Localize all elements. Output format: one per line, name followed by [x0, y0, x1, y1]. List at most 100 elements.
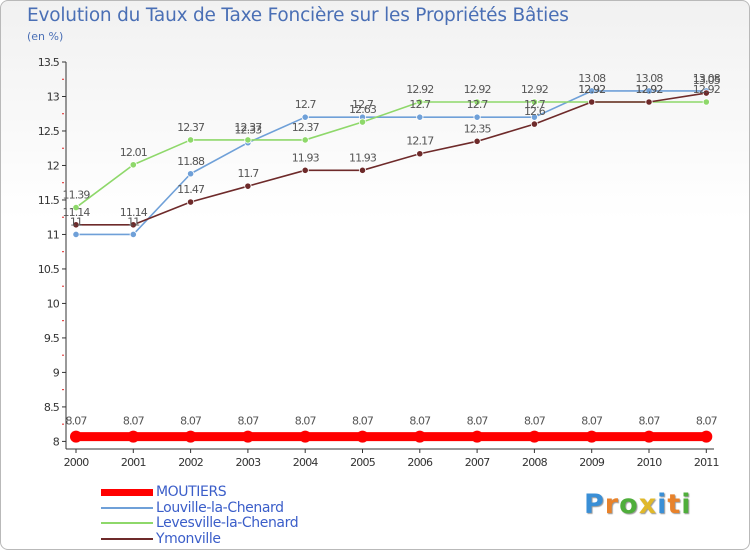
data-label: 8.07: [409, 415, 431, 428]
proxiti-logo: Proxiti: [584, 489, 692, 520]
series-group: [70, 87, 713, 443]
x-tick-label: 2007: [465, 456, 491, 469]
data-label: 12.92: [578, 83, 605, 96]
data-label: 11.14: [63, 206, 91, 219]
data-label: 12.7: [524, 98, 546, 111]
data-point: [700, 430, 713, 443]
data-point: [301, 136, 309, 144]
y-tick-label: 11: [47, 228, 59, 241]
data-label: 12.92: [406, 83, 433, 96]
data-point: [187, 198, 195, 206]
data-label: 8.07: [237, 415, 259, 428]
data-label: 12.7: [352, 98, 374, 111]
data-point: [416, 113, 424, 121]
data-point: [585, 430, 598, 443]
data-label: 13.08: [578, 72, 606, 85]
y-tick-label: 8.5: [44, 401, 60, 414]
data-point: [187, 170, 195, 178]
data-label: 8.07: [581, 415, 603, 428]
x-tick-label: 2003: [236, 456, 262, 469]
data-point: [588, 87, 596, 95]
data-point: [301, 166, 309, 174]
data-point: [645, 87, 653, 95]
data-point: [530, 120, 539, 128]
data-label: 11.39: [63, 189, 91, 202]
data-label: 13.08: [693, 72, 721, 85]
data-point: [530, 113, 539, 121]
data-label: 8.07: [696, 415, 718, 428]
logo-letter: i: [681, 489, 692, 520]
data-label: 11: [127, 215, 139, 228]
legend-label: Louville-la-Chenard: [156, 499, 284, 516]
data-label: 12.6: [524, 105, 546, 118]
chart-unit: (en %): [27, 30, 64, 43]
x-tick-label: 2010: [637, 456, 663, 469]
data-label: 12.92: [578, 83, 605, 96]
data-point: [244, 136, 252, 144]
logo-letter: i: [657, 489, 668, 520]
x-tick-label: 2005: [350, 456, 376, 469]
data-label: 11.14: [120, 206, 148, 219]
data-label: 12.7: [409, 98, 431, 111]
data-label: 8.07: [467, 415, 489, 428]
x-ticks: 2000 2001 2002 2003 2004 2005 2006 2007 2008 2009…: [64, 449, 719, 469]
y-tick-label: 13: [47, 90, 60, 103]
data-point: [702, 98, 710, 106]
x-tick-label: 2011: [694, 456, 719, 469]
legend-swatch: [101, 537, 153, 540]
logo-letter: r: [604, 489, 620, 520]
data-label: 12.17: [406, 135, 434, 148]
data-point: [72, 203, 80, 212]
data-label: 11.7: [237, 167, 259, 180]
data-point: [530, 98, 539, 106]
data-point: [471, 430, 484, 443]
data-point: [127, 430, 140, 443]
legend-swatch: [101, 522, 153, 524]
data-label: 8.07: [524, 415, 546, 428]
data-point: [702, 89, 710, 97]
data-point: [129, 161, 137, 169]
data-point: [588, 98, 596, 106]
legend-label: Ymonville: [156, 530, 221, 547]
series-line-Ymonville: [76, 92, 707, 226]
legend-swatch: [101, 506, 153, 509]
data-point: [241, 430, 254, 443]
y-tick-label: 9: [53, 366, 60, 379]
data-label: 11.93: [349, 151, 377, 164]
data-point: [72, 221, 80, 229]
legend-label: MOUTIERS: [156, 484, 227, 500]
data-label: 12.63: [349, 103, 377, 116]
chart-title: Evolution du Taux de Taxe Foncière sur l…: [27, 5, 569, 26]
data-point: [129, 230, 137, 239]
data-point: [645, 98, 653, 106]
data-label: 11.93: [292, 151, 320, 164]
data-point: [643, 430, 655, 443]
data-label: 12.37: [234, 121, 262, 134]
data-label: 12.92: [636, 83, 663, 96]
data-label: 8.07: [180, 415, 202, 428]
y-tick-label: 10: [47, 297, 60, 310]
logo-letter: x: [638, 489, 658, 520]
x-tick-label: 2009: [579, 456, 605, 469]
data-label: 8.07: [352, 415, 374, 428]
x-tick-label: 2008: [522, 456, 548, 469]
data-point: [72, 230, 80, 239]
y-tick-label: 11.5: [38, 194, 60, 207]
data-point: [184, 430, 197, 443]
logo-letter: t: [667, 489, 682, 520]
x-tick-label: 2002: [178, 456, 203, 469]
data-point: [473, 137, 481, 145]
data-label: 11.47: [177, 183, 205, 196]
data-point: [301, 113, 309, 121]
data-label: 12.01: [120, 146, 147, 159]
data-label: 12.7: [467, 98, 489, 111]
data-label: 8.07: [123, 415, 145, 428]
data-label: 12.37: [292, 121, 320, 134]
x-tick-label: 2006: [407, 456, 433, 469]
data-label: 13.08: [636, 72, 664, 85]
data-point: [358, 118, 367, 126]
data-label: 11.88: [177, 155, 205, 168]
